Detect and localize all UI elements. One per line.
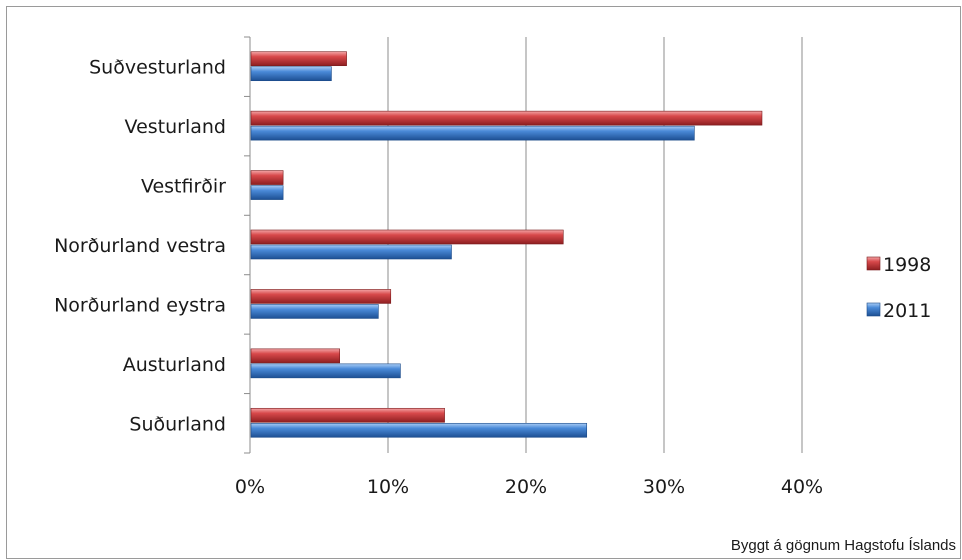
bar-1998 <box>250 289 392 304</box>
category-label: Suðurland <box>129 413 226 435</box>
bar-1998 <box>250 407 445 423</box>
x-tick-label: 10% <box>367 476 409 498</box>
bar-1998 <box>250 110 763 126</box>
category-label: Vestfirðir <box>141 176 226 198</box>
x-tick-label: 30% <box>643 476 685 498</box>
category-label: Norðurland vestra <box>54 235 226 257</box>
labels: 0% 10% 20% 30% 40% Suðvesturland Vesturland Ves… <box>54 57 823 498</box>
bar-2011 <box>250 185 284 200</box>
legend: 1998 2011 <box>866 254 931 322</box>
legend-label: 1998 <box>883 254 931 276</box>
legend-swatch-1998 <box>866 256 881 271</box>
bar-2011 <box>250 304 379 319</box>
x-tick-label: 20% <box>505 476 547 498</box>
category-label: Vesturland <box>125 116 226 138</box>
bar-2011 <box>250 66 332 82</box>
bar-1998 <box>250 229 564 245</box>
bar-2011 <box>250 363 401 379</box>
source-note: Byggt á gögnum Hagstofu Íslands <box>730 537 956 554</box>
axes <box>244 36 251 454</box>
bar-1998 <box>250 348 340 364</box>
category-label: Austurland <box>123 354 226 376</box>
bar-chart: 0% 10% 20% 30% 40% Suðvesturland Vesturland Ves… <box>54 36 931 498</box>
bars <box>250 51 763 438</box>
bar-2011 <box>250 125 695 141</box>
bar-1998 <box>250 51 347 67</box>
chart-frame: 0% 10% 20% 30% 40% Suðvesturland Vesturland Ves… <box>6 6 961 559</box>
category-label: Suðvesturland <box>89 57 226 79</box>
bar-2011 <box>250 244 452 260</box>
bar-1998 <box>250 170 284 185</box>
category-label: Norðurland eystra <box>54 294 226 316</box>
legend-swatch-2011 <box>866 302 881 317</box>
bar-2011 <box>250 422 588 438</box>
x-tick-label: 0% <box>235 476 265 498</box>
legend-label: 2011 <box>883 300 931 322</box>
x-tick-label: 40% <box>781 476 823 498</box>
